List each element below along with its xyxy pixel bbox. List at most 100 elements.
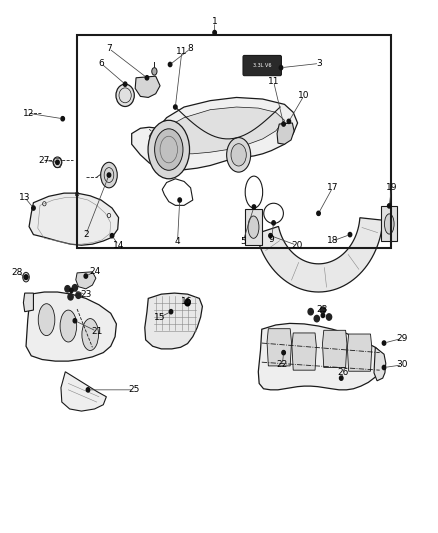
Circle shape bbox=[282, 351, 286, 355]
Text: 23: 23 bbox=[316, 304, 327, 313]
Text: 5: 5 bbox=[240, 237, 246, 246]
Circle shape bbox=[173, 105, 177, 109]
Polygon shape bbox=[256, 218, 383, 292]
Circle shape bbox=[269, 233, 272, 238]
Text: 13: 13 bbox=[19, 193, 31, 202]
Text: 16: 16 bbox=[180, 296, 192, 305]
Text: 18: 18 bbox=[327, 237, 338, 246]
Text: 22: 22 bbox=[277, 360, 288, 369]
Text: 3.3L V6: 3.3L V6 bbox=[253, 63, 272, 68]
Circle shape bbox=[24, 275, 28, 279]
Ellipse shape bbox=[23, 272, 29, 282]
Circle shape bbox=[70, 288, 73, 293]
Circle shape bbox=[178, 198, 181, 202]
Circle shape bbox=[24, 275, 28, 279]
Polygon shape bbox=[23, 293, 33, 312]
Circle shape bbox=[110, 233, 114, 238]
Polygon shape bbox=[145, 293, 202, 349]
Circle shape bbox=[107, 173, 111, 177]
Circle shape bbox=[185, 300, 190, 306]
Circle shape bbox=[124, 82, 127, 86]
Polygon shape bbox=[277, 123, 294, 144]
Circle shape bbox=[65, 286, 70, 292]
Circle shape bbox=[388, 204, 391, 208]
Circle shape bbox=[252, 205, 256, 209]
Text: 19: 19 bbox=[386, 183, 397, 192]
Polygon shape bbox=[132, 98, 297, 171]
Circle shape bbox=[382, 366, 386, 369]
Circle shape bbox=[320, 307, 325, 313]
Circle shape bbox=[84, 274, 88, 278]
Text: 26: 26 bbox=[338, 368, 349, 377]
Circle shape bbox=[321, 313, 325, 318]
Ellipse shape bbox=[226, 138, 251, 172]
Polygon shape bbox=[374, 348, 386, 381]
Circle shape bbox=[68, 294, 73, 300]
Polygon shape bbox=[292, 333, 316, 370]
Circle shape bbox=[339, 376, 343, 380]
Text: 15: 15 bbox=[154, 312, 166, 321]
Circle shape bbox=[86, 387, 90, 392]
Ellipse shape bbox=[231, 144, 246, 166]
Circle shape bbox=[287, 119, 290, 124]
Circle shape bbox=[169, 310, 173, 314]
Ellipse shape bbox=[60, 310, 77, 342]
Circle shape bbox=[73, 319, 77, 323]
Text: 1: 1 bbox=[212, 18, 218, 27]
Circle shape bbox=[145, 76, 149, 80]
Ellipse shape bbox=[248, 216, 259, 238]
Circle shape bbox=[282, 122, 286, 126]
Text: 21: 21 bbox=[91, 327, 102, 336]
Text: 25: 25 bbox=[128, 385, 140, 394]
Text: 23: 23 bbox=[80, 289, 92, 298]
Text: 29: 29 bbox=[397, 334, 408, 343]
Text: 9: 9 bbox=[268, 236, 274, 245]
Ellipse shape bbox=[152, 68, 157, 75]
Text: 2: 2 bbox=[83, 230, 88, 239]
Circle shape bbox=[308, 309, 313, 315]
Ellipse shape bbox=[116, 84, 134, 107]
Polygon shape bbox=[135, 76, 160, 98]
Circle shape bbox=[272, 221, 276, 225]
Polygon shape bbox=[149, 107, 285, 154]
Bar bbox=[77, 35, 392, 248]
Polygon shape bbox=[26, 292, 117, 361]
Polygon shape bbox=[29, 193, 119, 245]
FancyBboxPatch shape bbox=[243, 55, 282, 76]
Circle shape bbox=[186, 299, 189, 303]
Text: 11: 11 bbox=[268, 77, 279, 86]
Text: 17: 17 bbox=[327, 183, 338, 192]
Text: 30: 30 bbox=[397, 360, 408, 369]
Polygon shape bbox=[347, 334, 372, 371]
Text: 12: 12 bbox=[23, 109, 35, 118]
Text: 14: 14 bbox=[113, 241, 124, 250]
Text: 10: 10 bbox=[298, 91, 310, 100]
Text: 8: 8 bbox=[188, 44, 194, 53]
Circle shape bbox=[168, 62, 172, 67]
Ellipse shape bbox=[101, 163, 117, 188]
Ellipse shape bbox=[155, 129, 183, 170]
Polygon shape bbox=[61, 372, 106, 411]
Text: 4: 4 bbox=[175, 237, 180, 246]
Ellipse shape bbox=[82, 319, 99, 351]
Circle shape bbox=[326, 314, 332, 320]
Ellipse shape bbox=[53, 157, 62, 167]
Circle shape bbox=[32, 206, 35, 210]
Text: 7: 7 bbox=[106, 44, 112, 53]
Circle shape bbox=[72, 285, 78, 291]
Polygon shape bbox=[267, 329, 291, 366]
Polygon shape bbox=[322, 330, 347, 368]
Circle shape bbox=[279, 66, 283, 70]
FancyBboxPatch shape bbox=[381, 206, 397, 241]
Circle shape bbox=[317, 211, 320, 215]
Text: 11: 11 bbox=[176, 47, 187, 55]
Circle shape bbox=[61, 117, 64, 121]
Ellipse shape bbox=[148, 120, 190, 179]
Ellipse shape bbox=[38, 304, 55, 336]
Circle shape bbox=[382, 341, 386, 345]
FancyBboxPatch shape bbox=[245, 209, 262, 245]
Text: 27: 27 bbox=[39, 156, 50, 165]
Circle shape bbox=[76, 292, 81, 298]
Ellipse shape bbox=[385, 214, 394, 234]
Polygon shape bbox=[258, 324, 384, 390]
